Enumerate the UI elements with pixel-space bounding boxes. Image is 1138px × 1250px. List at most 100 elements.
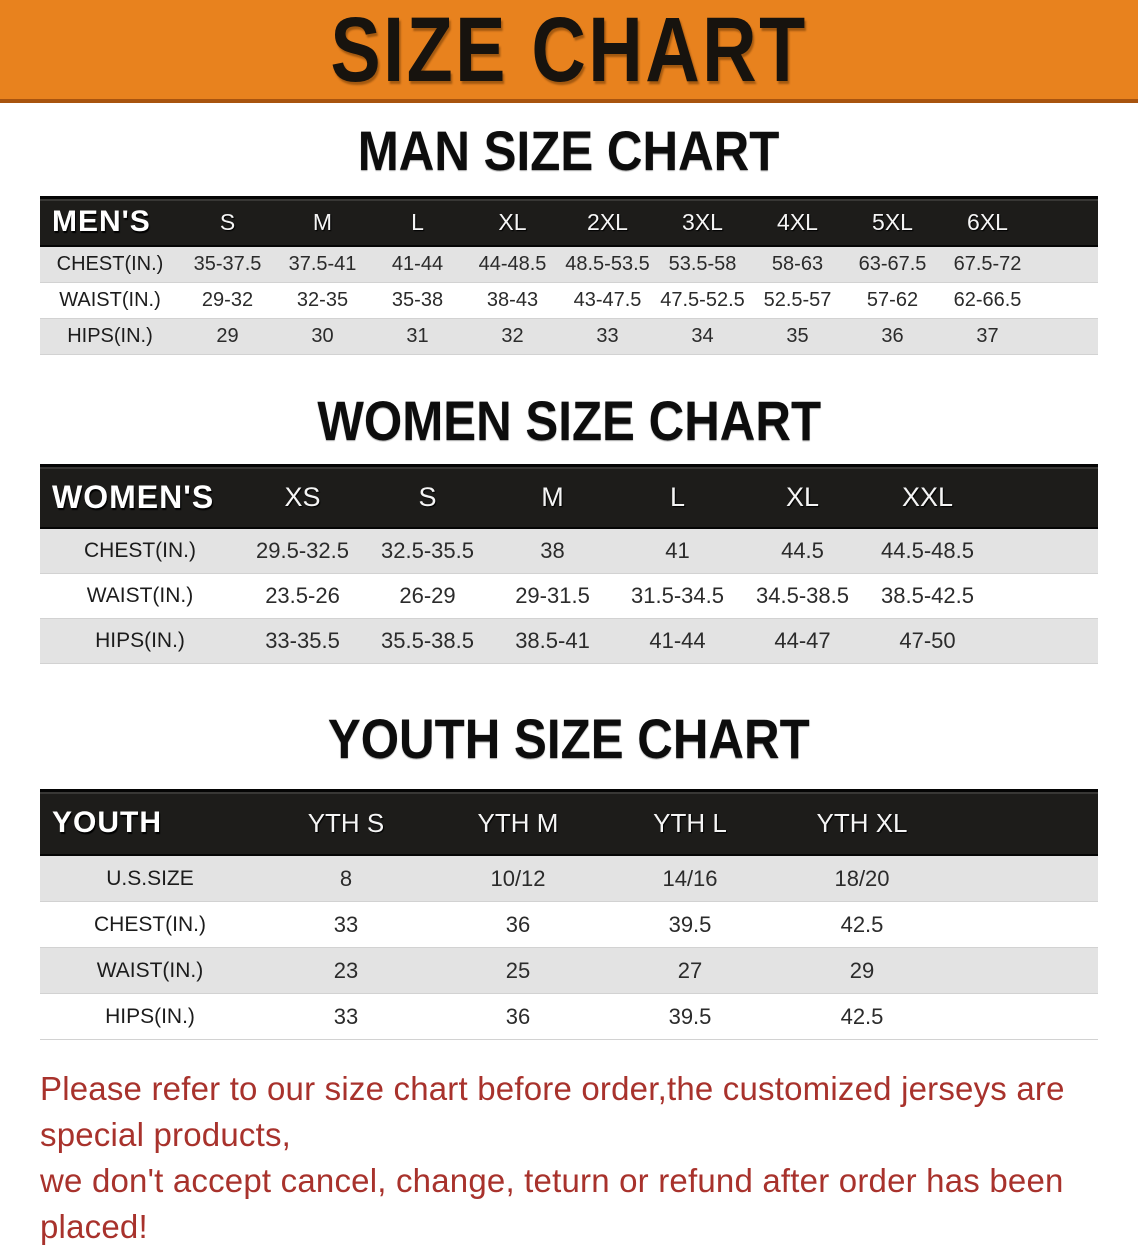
cell: 36	[505, 1003, 531, 1029]
row-label: HIPS(IN.)	[67, 325, 153, 347]
banner: SIZE CHART	[0, 0, 1138, 103]
cell: 32-35	[296, 289, 349, 311]
disclaimer-text: Please refer to our size chart before or…	[40, 1066, 1138, 1250]
cell: 31	[406, 325, 429, 347]
spacer-cell	[948, 948, 1098, 994]
cell: 41	[665, 538, 690, 563]
cell: 47.5-52.5	[660, 289, 745, 311]
spacer-cell	[1035, 246, 1098, 283]
cell: 36	[505, 911, 531, 937]
cell: 18/20	[834, 865, 890, 891]
banner-title: SIZE CHART	[330, 0, 808, 101]
disclaimer-line-1: Please refer to our size chart before or…	[40, 1070, 1065, 1153]
women-column-header: M	[490, 464, 615, 529]
cell: 36	[881, 325, 904, 347]
cell: 33	[333, 911, 359, 937]
men-section-heading-text: MAN SIZE CHART	[358, 119, 780, 182]
cell: 32	[501, 325, 524, 347]
cell: 29-32	[201, 289, 254, 311]
cell: 41-44	[649, 628, 706, 653]
men-column-header: 2XL	[560, 196, 655, 247]
men-column-header: 5XL	[845, 196, 940, 247]
men-size-table: MEN'S S M L XL 2XL 3XL 4XL 5XL 6XL CHEST…	[40, 196, 1098, 355]
women-section-heading: WOMEN SIZE CHART	[0, 391, 1138, 451]
cell: 42.5	[840, 911, 884, 937]
cell: 37	[976, 325, 999, 347]
cell: 38.5-41	[515, 628, 590, 653]
table-row: WAIST(IN.) 23 25 27 29	[40, 947, 1098, 994]
cell: 35-38	[391, 289, 444, 311]
youth-header-row: YOUTH YTH S YTH M YTH L YTH XL	[40, 789, 1098, 856]
men-table-title: MEN'S	[40, 196, 180, 247]
spacer-cell	[948, 789, 1098, 856]
cell: 38.5-42.5	[881, 583, 974, 608]
row-label: U.S.SIZE	[106, 866, 194, 890]
cell: 32.5-35.5	[381, 538, 474, 563]
table-row: HIPS(IN.) 33-35.5 35.5-38.5 38.5-41 41-4…	[40, 618, 1098, 664]
cell: 44.5-48.5	[881, 538, 974, 563]
spacer-cell	[948, 855, 1098, 902]
women-size-table: WOMEN'S XS S M L XL XXL CHEST(IN.) 29.5-…	[40, 464, 1098, 664]
table-row: HIPS(IN.) 29 30 31 32 33 34 35 36 37	[40, 318, 1098, 355]
men-column-header: 6XL	[940, 196, 1035, 247]
spacer-cell	[990, 464, 1098, 529]
men-column-header: S	[180, 196, 275, 247]
cell: 33-35.5	[265, 628, 340, 653]
cell: 63-67.5	[858, 253, 927, 275]
cell: 26-29	[399, 583, 456, 608]
cell: 35-37.5	[193, 253, 262, 275]
women-header-row: WOMEN'S XS S M L XL XXL	[40, 464, 1098, 529]
row-label: CHEST(IN.)	[56, 253, 164, 275]
cell: 58-63	[771, 253, 824, 275]
cell: 8	[339, 865, 353, 891]
women-table-title: WOMEN'S	[40, 464, 240, 529]
cell: 62-66.5	[953, 289, 1022, 311]
cell: 37.5-41	[288, 253, 357, 275]
table-row: CHEST(IN.) 29.5-32.5 32.5-35.5 38 41 44.…	[40, 528, 1098, 574]
cell: 35	[786, 325, 809, 347]
cell: 39.5	[668, 911, 712, 937]
youth-column-header: YTH S	[260, 789, 432, 856]
men-column-header: XL	[465, 196, 560, 247]
cell: 29	[849, 957, 875, 983]
cell: 44.5	[781, 538, 824, 563]
women-column-header: XS	[240, 464, 365, 529]
row-label: WAIST(IN.)	[96, 958, 204, 982]
cell: 23	[333, 957, 359, 983]
cell: 23.5-26	[265, 583, 340, 608]
spacer-cell	[990, 619, 1098, 664]
women-column-header: L	[615, 464, 740, 529]
youth-table-title: YOUTH	[40, 789, 260, 856]
table-row: WAIST(IN.) 29-32 32-35 35-38 38-43 43-47…	[40, 283, 1098, 319]
spacer-cell	[948, 902, 1098, 948]
cell: 33	[596, 325, 619, 347]
cell: 52.5-57	[763, 289, 832, 311]
row-label: WAIST(IN.)	[86, 584, 194, 607]
spacer-cell	[1035, 283, 1098, 319]
cell: 10/12	[490, 865, 546, 891]
cell: 34	[691, 325, 714, 347]
cell: 48.5-53.5	[565, 253, 650, 275]
spacer-cell	[1035, 196, 1098, 247]
women-section-heading-text: WOMEN SIZE CHART	[317, 389, 821, 452]
spacer-cell	[990, 574, 1098, 619]
cell: 38	[540, 538, 565, 563]
cell: 31.5-34.5	[631, 583, 724, 608]
row-label: HIPS(IN.)	[105, 1004, 195, 1028]
cell: 25	[505, 957, 531, 983]
cell: 27	[677, 957, 703, 983]
cell: 30	[311, 325, 334, 347]
spacer-cell	[1035, 319, 1098, 355]
cell: 42.5	[840, 1003, 884, 1029]
row-label: WAIST(IN.)	[59, 289, 161, 311]
youth-section-heading-text: YOUTH SIZE CHART	[328, 707, 810, 770]
cell: 53.5-58	[668, 253, 737, 275]
table-row: HIPS(IN.) 33 36 39.5 42.5	[40, 994, 1098, 1040]
table-row: CHEST(IN.) 35-37.5 37.5-41 41-44 44-48.5…	[40, 246, 1098, 283]
disclaimer-line-2: we don't accept cancel, change, teturn o…	[40, 1162, 1064, 1245]
cell: 38-43	[486, 289, 539, 311]
men-header-row: MEN'S S M L XL 2XL 3XL 4XL 5XL 6XL	[40, 196, 1098, 247]
cell: 44-47	[774, 628, 831, 653]
spacer-cell	[990, 528, 1098, 574]
youth-column-header: YTH XL	[776, 789, 948, 856]
